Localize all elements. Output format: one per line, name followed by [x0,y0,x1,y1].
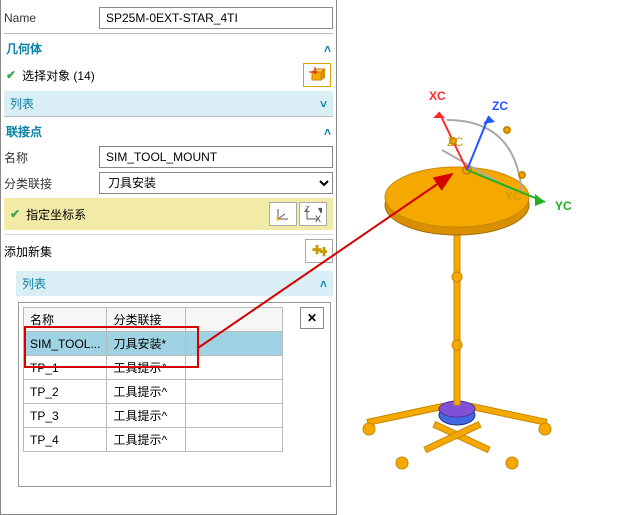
csys-icon [275,206,291,222]
csys-label: 指定坐标系 [26,206,86,223]
section-geometry-title: 几何体 [6,40,42,57]
section-mount[interactable]: 联接点 ˄ [4,116,333,142]
xc-label: XC [429,89,446,103]
mount-list-head[interactable]: 列表 ˄ [16,271,333,296]
name-row: Name [4,7,333,29]
properties-panel: Name 几何体 ˄ ✔ 选择对象 (14) 列表 ˅ 联接点 ˄ 名称 分类联… [0,0,337,515]
cell-class: 工具提示^ [107,428,185,452]
probe-model: XC ZC YC ZC YC [337,0,631,515]
name-label: Name [4,11,99,25]
check-icon: ✔ [6,68,16,82]
check-icon: ✔ [10,207,20,221]
mount-table: 名称 分类联接 SIM_TOOL...刀具安装*TP_1工具提示^TP_2工具提… [23,307,283,452]
csys-pick-button[interactable] [269,202,297,226]
select-object-row: ✔ 选择对象 (14) [4,63,333,87]
xyz-icon: zx▾ [304,206,322,222]
cell-blank [185,332,282,356]
svg-text:✚: ✚ [319,245,327,259]
cell-blank [185,404,282,428]
add-set-row: 添加新集 ✚✚ [4,234,333,267]
geometry-list-head[interactable]: 列表 ˅ [4,91,333,116]
geometry-list-label: 列表 [10,95,34,112]
collapse-icon[interactable]: ˄ [324,42,331,56]
csys-row: ✔ 指定坐标系 zx▾ [4,198,333,230]
mount-class-row: 分类联接 刀具安装 工具提示 [4,172,333,194]
add-set-label: 添加新集 [4,243,52,260]
mount-class-label: 分类联接 [4,175,99,192]
yc-inner-label: YC [505,189,522,203]
add-icon: ✚✚ [311,243,327,259]
cell-class: 工具提示^ [107,380,185,404]
cell-blank [185,356,282,380]
expand-icon[interactable]: ˅ [320,97,327,111]
table-row[interactable]: TP_1工具提示^ [24,356,283,380]
cell-name: SIM_TOOL... [24,332,107,356]
cell-name: TP_4 [24,428,107,452]
table-row[interactable]: TP_4工具提示^ [24,428,283,452]
csys-xyz-button[interactable]: zx▾ [299,202,327,226]
mount-name-input[interactable] [99,146,333,168]
viewport-3d[interactable]: XC ZC YC ZC YC [337,0,631,515]
table-col-class: 分类联接 [107,308,185,332]
collapse-icon[interactable]: ˄ [320,277,327,291]
table-row[interactable]: SIM_TOOL...刀具安装* [24,332,283,356]
mount-list-label: 列表 [22,275,46,292]
table-header-row: 名称 分类联接 [24,308,283,332]
cell-blank [185,428,282,452]
table-row[interactable]: TP_2工具提示^ [24,380,283,404]
cell-class: 刀具安装* [107,332,185,356]
yc-label: YC [555,199,572,213]
select-object-label: 选择对象 (14) [22,67,301,84]
svg-text:z: z [304,206,310,215]
table-col-name: 名称 [24,308,107,332]
table-close-button[interactable]: ✕ [300,307,324,329]
pick-object-button[interactable] [303,63,331,87]
table-row[interactable]: TP_3工具提示^ [24,404,283,428]
zc-label: ZC [492,99,508,113]
cell-class: 工具提示^ [107,404,185,428]
section-geometry[interactable]: 几何体 ˄ [4,33,333,59]
cell-blank [185,380,282,404]
section-mount-title: 联接点 [6,123,42,140]
add-set-button[interactable]: ✚✚ [305,239,333,263]
cell-name: TP_1 [24,356,107,380]
name-input[interactable] [99,7,333,29]
table-col-blank [185,308,282,332]
cell-class: 工具提示^ [107,356,185,380]
svg-text:▾: ▾ [318,206,322,217]
collapse-icon[interactable]: ˄ [324,125,331,139]
mount-class-select[interactable]: 刀具安装 工具提示 [99,172,333,194]
mount-name-row: 名称 [4,146,333,168]
mount-table-wrap: ✕ 名称 分类联接 SIM_TOOL...刀具安装*TP_1工具提示^TP_2工… [18,302,331,487]
cell-name: TP_3 [24,404,107,428]
zc-inner-label: ZC [447,135,463,149]
mount-name-label: 名称 [4,149,99,166]
cube-icon [309,67,325,83]
cell-name: TP_2 [24,380,107,404]
